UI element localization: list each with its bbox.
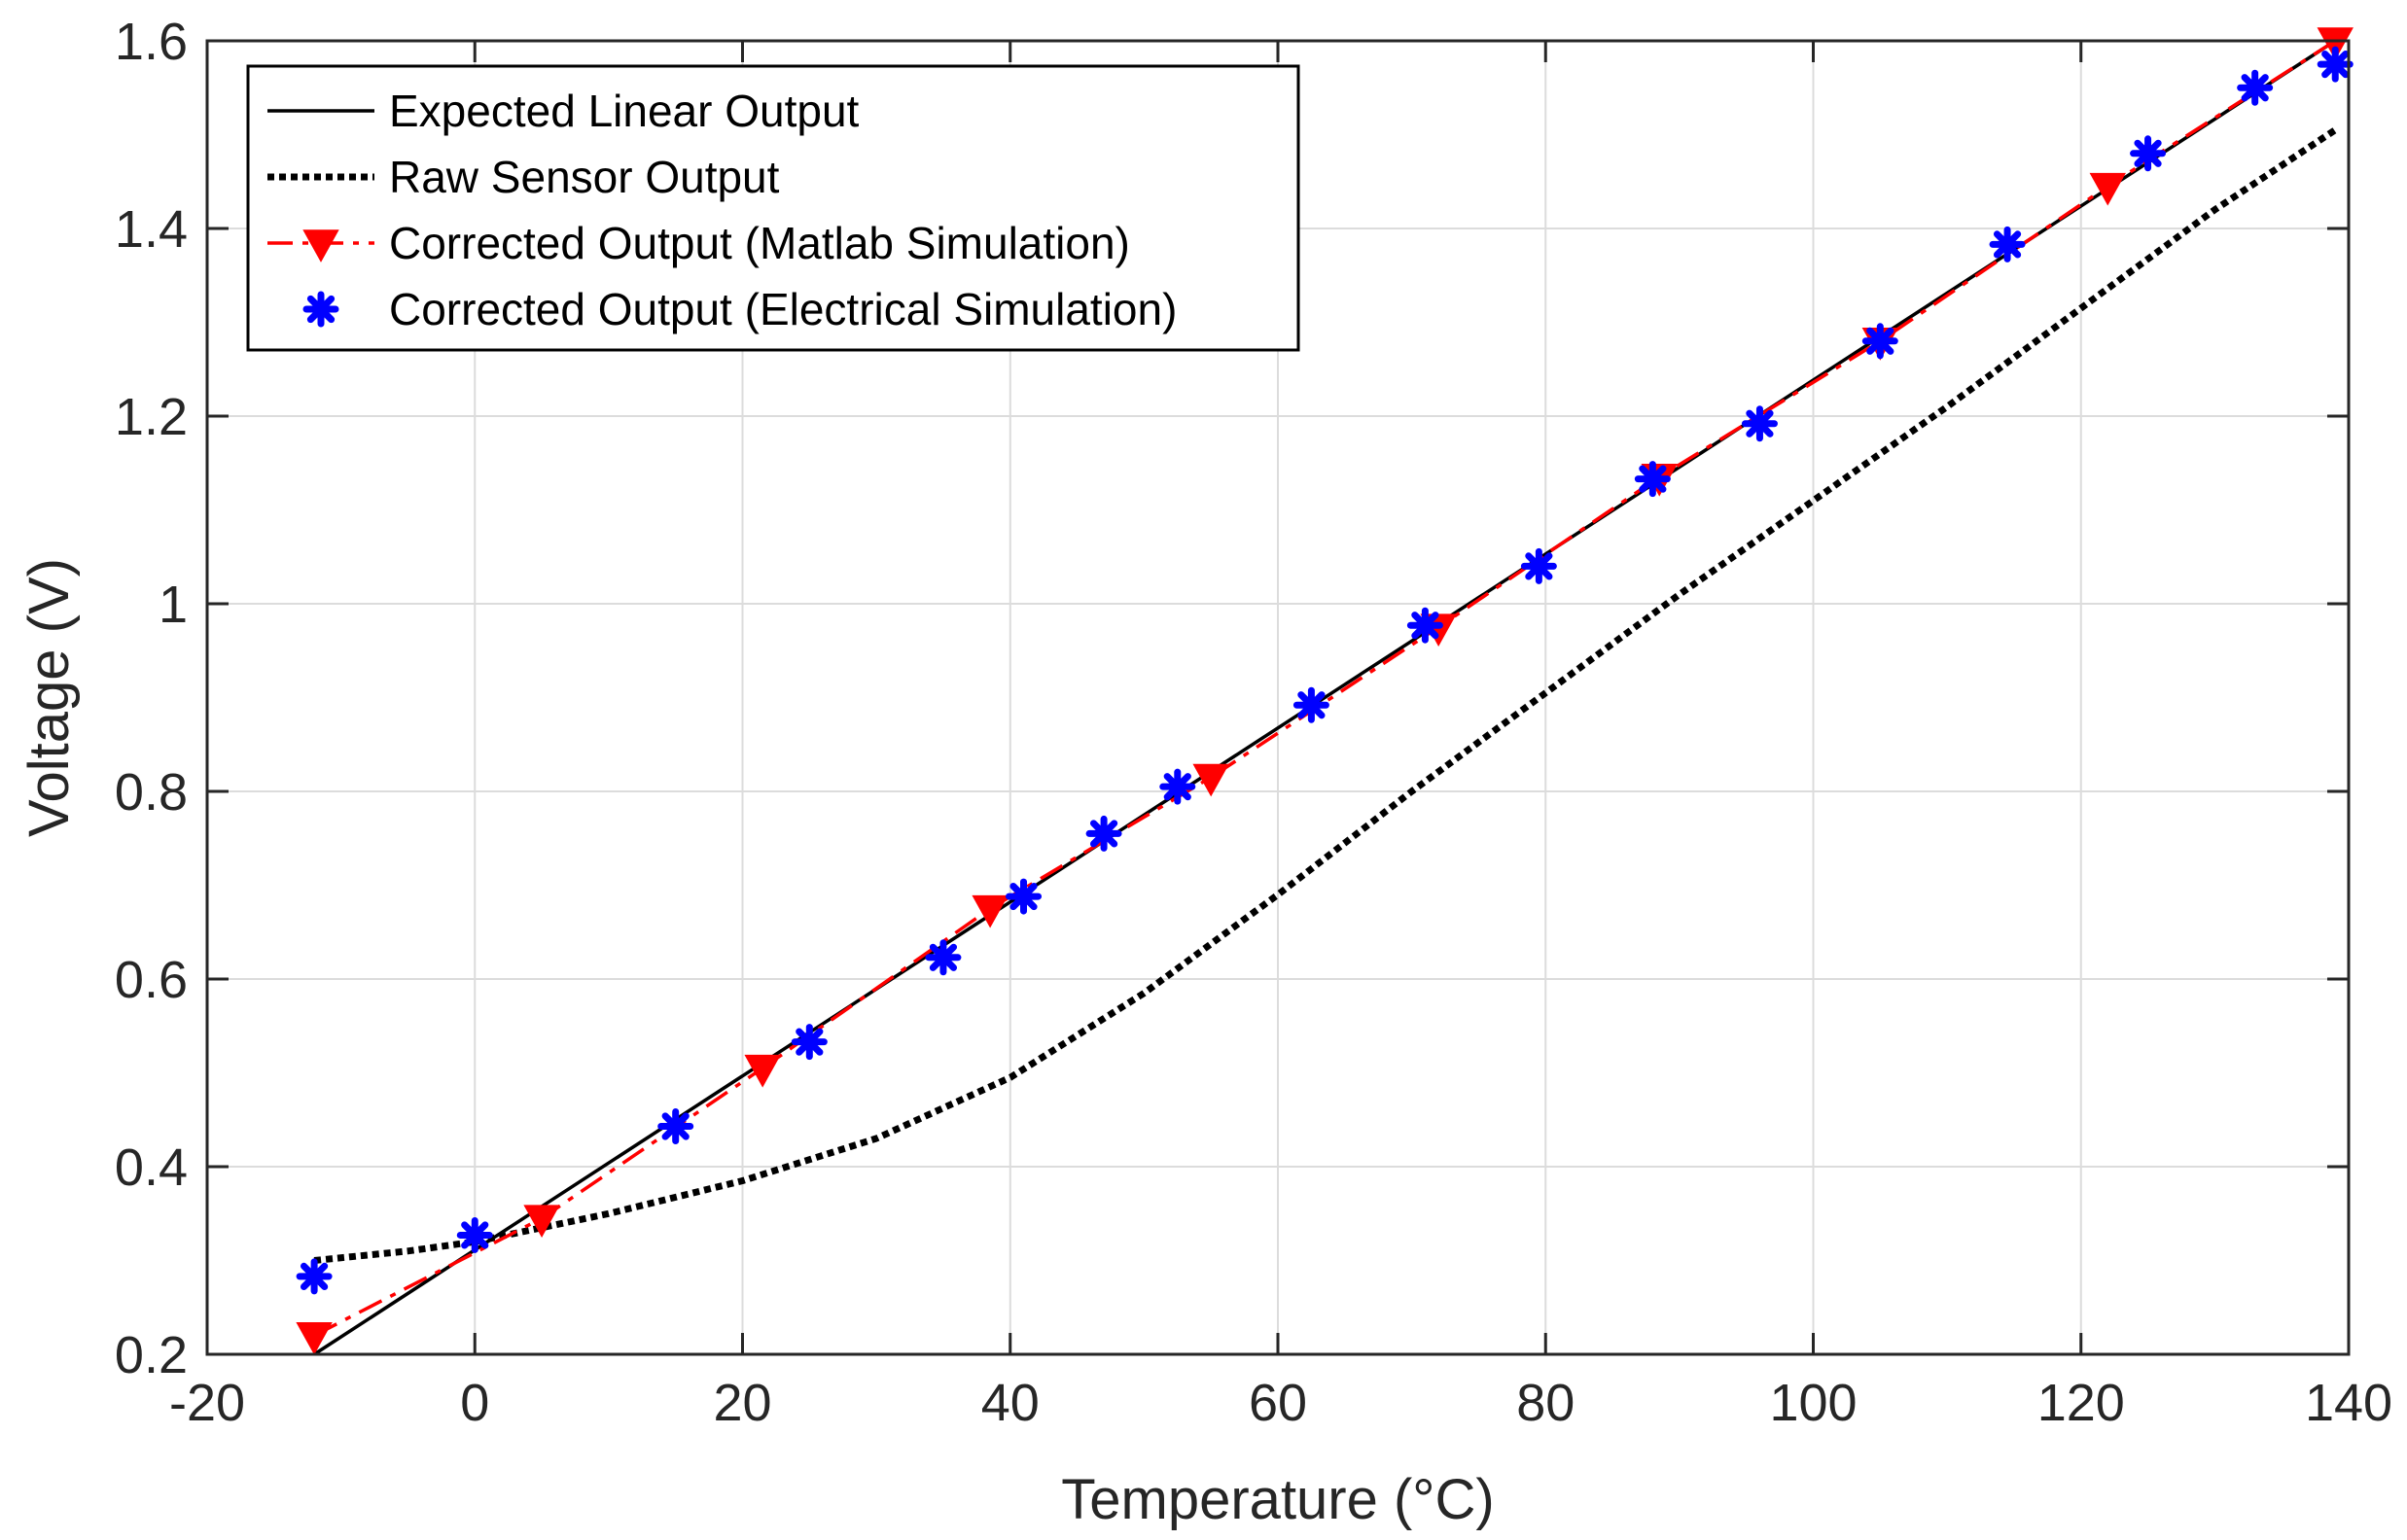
y-tick-label: 1.4: [115, 200, 188, 259]
data-point: [1989, 226, 2026, 262]
series-line: [313, 39, 2337, 1356]
legend-box: [246, 64, 1300, 352]
x-tick-label: 0: [460, 1374, 489, 1432]
data-point: [296, 1258, 333, 1295]
x-tick-label: 20: [713, 1374, 771, 1432]
x-tick-label: 100: [1769, 1374, 1857, 1432]
series-3: [296, 46, 2354, 1295]
ticks: -20 0 20 40 60 80 100 120 140 0.2 0.4 0.6 0.8 1 1.2 1.4…: [115, 13, 2392, 1432]
series-layer: [296, 27, 2354, 1356]
legend-label: Corrected Output (Electrical Simulation): [389, 284, 1177, 334]
y-tick-label: 0.8: [115, 763, 188, 822]
data-point: [1861, 323, 1898, 360]
series-0: [313, 39, 2337, 1356]
y-axis-label: Voltage (V): [18, 558, 81, 837]
data-point: [1292, 686, 1329, 723]
data-point: [2317, 46, 2354, 83]
legend: Expected Linear Output Raw Sensor Output C…: [246, 64, 1300, 352]
series-1: [313, 126, 2338, 1264]
legend-label: Corrected Output (Matlab Simulation): [389, 218, 1130, 268]
legend-swatch-marker: [302, 291, 339, 328]
data-point: [296, 1321, 333, 1355]
series-line: [313, 39, 2337, 1338]
y-tick-label: 1.6: [115, 13, 188, 71]
x-tick-label: 120: [2037, 1374, 2125, 1432]
x-tick-label: 60: [1249, 1374, 1307, 1432]
data-point: [2237, 69, 2274, 106]
series-line: [313, 126, 2338, 1264]
y-tick-label: 0.6: [115, 951, 188, 1009]
legend-label: Expected Linear Output: [389, 86, 860, 136]
data-point: [456, 1216, 493, 1253]
data-point: [744, 1054, 781, 1088]
data-point: [1406, 607, 1443, 644]
x-tick-label: 40: [981, 1374, 1040, 1432]
data-point: [791, 1024, 828, 1061]
data-point: [1520, 547, 1557, 584]
x-axis-label: Temperature (°C): [1061, 1468, 1494, 1531]
y-tick-label: 0.4: [115, 1138, 188, 1197]
data-point: [925, 939, 962, 976]
legend-swatch-marker: [302, 229, 339, 262]
legend-label: Raw Sensor Output: [389, 152, 780, 202]
y-tick-label: 0.2: [115, 1326, 188, 1384]
data-point: [1634, 461, 1671, 498]
x-tick-label: 140: [2305, 1374, 2392, 1432]
data-point: [1085, 815, 1122, 852]
x-tick-label: 80: [1516, 1374, 1575, 1432]
data-point: [1159, 768, 1196, 805]
data-point: [523, 1205, 560, 1238]
data-point: [972, 894, 1009, 928]
data-point: [1192, 763, 1229, 797]
x-tick-label: -20: [169, 1374, 245, 1432]
y-tick-label: 1: [159, 576, 188, 634]
data-point: [2130, 135, 2167, 172]
data-point: [2089, 172, 2126, 206]
data-point: [1741, 405, 1778, 442]
data-point: [2317, 27, 2354, 60]
data-point: [657, 1108, 694, 1145]
y-tick-label: 1.2: [115, 388, 188, 446]
data-point: [1006, 878, 1043, 915]
